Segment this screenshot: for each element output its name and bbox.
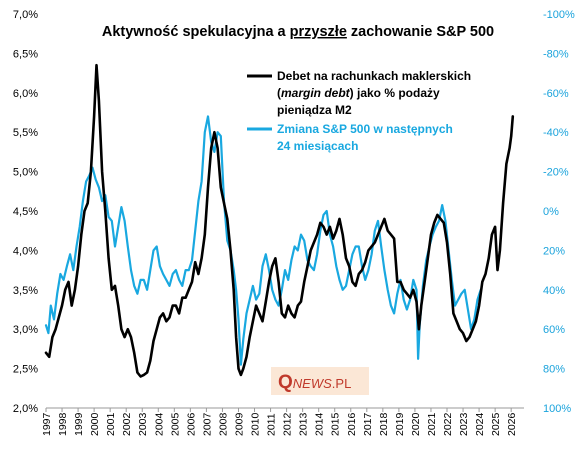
x-tick-label: 2025 [490,412,502,436]
x-tick-label: 2013 [298,412,310,436]
right-tick-label: 80% [543,364,565,376]
left-tick-label: 6,0% [13,88,38,100]
x-tick-label: 2024 [474,412,486,436]
title-part-1: Aktywność spekulacyjna a [102,24,290,40]
x-tick-label: 2015 [330,412,342,436]
x-tick-label: 1998 [57,412,69,436]
legend-label-margin-debt-1: Debet na rachunkach maklerskich [277,69,471,83]
series-layer [44,63,515,378]
x-tick-label: 2023 [458,412,470,436]
x-axis-ticks: 1997 1998 1999 2000 2001 2002 2003 2004 2005 2006… [41,408,518,436]
right-tick-label: 20% [543,245,565,257]
series-line-sp500-change [44,115,482,366]
logo-background [271,367,369,395]
right-tick-label: -80% [543,48,569,60]
logo-text: QNEWS.PL [278,372,351,393]
right-tick-label: 0% [543,206,559,218]
x-tick-label: 2010 [250,412,262,436]
x-tick-label: 2021 [426,412,438,436]
series-line-margin-debt [44,63,515,378]
right-axis-ticks: -100% -80% -60% -40% -20% 0% 20% 40% 60% 80% 100% [543,9,575,415]
right-tick-label: 100% [543,403,571,415]
x-tick-label: 2003 [137,412,149,436]
x-tick-label: 2002 [121,412,133,436]
x-tick-label: 2004 [153,412,165,436]
right-tick-label: 40% [543,285,565,297]
legend-label-sp500-2: 24 miesiącach [277,139,358,153]
left-axis-ticks: 2,0% 2,5% 3,0% 3,5% 4,0% 4,5% 5,0% 5,5% 6,0% 6,5%… [13,9,38,415]
left-tick-label: 3,0% [13,324,38,336]
left-tick-label: 4,0% [13,245,38,257]
legend-label-margin-debt-3: pieniądza M2 [277,103,352,117]
right-tick-label: -60% [543,88,569,100]
x-tick-label: 2011 [266,413,278,436]
x-tick-label: 2005 [169,412,181,436]
x-tick-label: 2016 [346,412,358,436]
x-tick-label: 2014 [314,412,326,436]
chart-title: Aktywność spekulacyjna a przyszłe zachow… [102,24,494,40]
x-tick-label: 2017 [362,412,374,436]
left-tick-label: 4,5% [13,206,38,218]
left-tick-label: 5,0% [13,167,38,179]
left-tick-label: 6,5% [13,48,38,60]
left-tick-label: 2,5% [13,364,38,376]
legend-label-margin-debt-2: (margin debt) jako % podaży [277,86,440,100]
right-tick-label: 60% [543,324,565,336]
legend-label-sp500-1: Zmiana S&P 500 w następnych [277,122,453,136]
x-tick-label: 2020 [410,412,422,436]
x-tick-label: 2001 [105,412,117,436]
left-tick-label: 3,5% [13,285,38,297]
left-tick-label: 2,0% [13,403,38,415]
title-part-3: zachowanie S&P 500 [347,24,494,40]
left-tick-label: 7,0% [13,9,38,21]
x-tick-label: 2022 [442,412,454,436]
x-tick-label: 2026 [506,412,518,436]
x-tick-label: 1997 [41,412,53,436]
right-tick-label: -100% [543,9,575,21]
right-tick-label: -40% [543,127,569,139]
x-tick-label: 2007 [201,412,213,436]
x-tick-label: 1999 [73,412,85,436]
x-tick-label: 2008 [217,412,229,436]
left-tick-label: 5,5% [13,127,38,139]
x-tick-label: 2012 [282,412,294,436]
x-tick-label: 2018 [378,412,390,436]
legend: Debet na rachunkach maklerskich (margin … [247,69,471,153]
x-tick-label: 2006 [185,412,197,436]
x-tick-label: 2019 [394,412,406,436]
x-tick-label: 2000 [89,412,101,436]
x-tick-label: 2009 [233,412,245,436]
qnews-logo: QNEWS.PL [271,367,369,395]
title-part-2: przyszłe [290,24,347,40]
right-tick-label: -20% [543,167,569,179]
